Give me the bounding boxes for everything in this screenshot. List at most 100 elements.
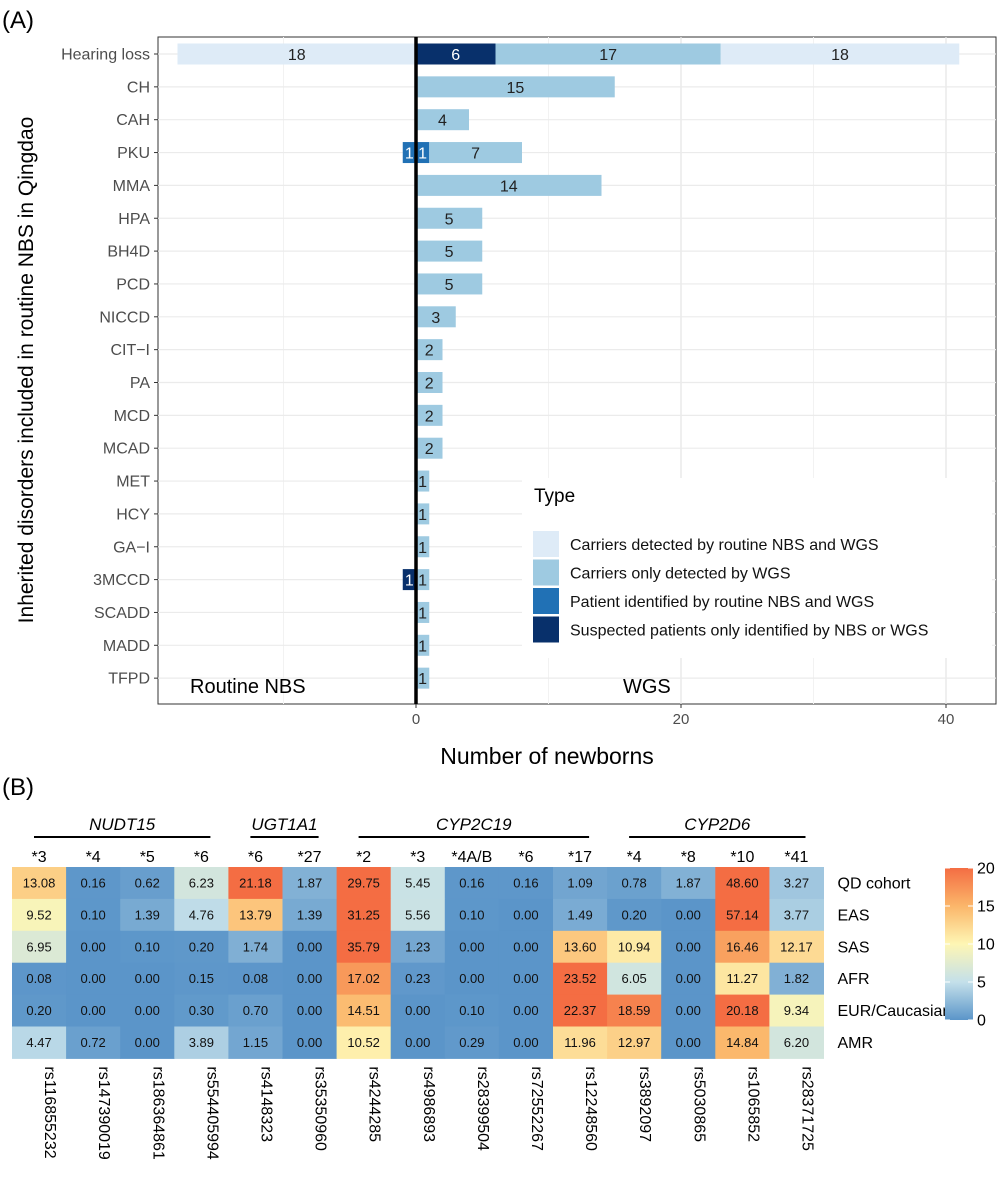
panel-label-a: (A) [2, 7, 34, 34]
bar-value-label: 2 [425, 441, 434, 458]
bar-pcd-wgs [416, 273, 483, 295]
heatmap-cell-value: 14.84 [726, 1035, 759, 1050]
bar-value-label: 2 [425, 376, 434, 393]
heatmap-cell-value: 0.00 [80, 939, 105, 954]
heatmap-cell-value: 6.20 [784, 1035, 809, 1050]
category-label-pku: PKU [117, 145, 150, 162]
bar-value-label: 5 [445, 277, 454, 294]
bar-hearing-loss-wgs [495, 43, 721, 65]
heatmap-cell-value: 0.00 [297, 939, 322, 954]
bar-value-label: 5 [445, 244, 454, 261]
snp-label: rs72552267 [528, 1066, 545, 1151]
heatmap-cell-value: 10.52 [347, 1035, 380, 1050]
heatmap-cell-value: 57.14 [726, 907, 759, 922]
heatmap-cell-value: 0.00 [80, 1003, 105, 1018]
snp-label: rs4986893 [420, 1066, 437, 1142]
heatmap-cell [228, 1026, 283, 1059]
bar-value-label: 1 [418, 146, 427, 163]
bar-hearing-loss-routine-nbs [177, 43, 416, 65]
snp-label: rs1065852 [744, 1066, 761, 1142]
allele-label: *6 [248, 849, 263, 866]
gene-label-nudt15: NUDT15 [89, 815, 156, 834]
heatmap-cell-value: 1.87 [676, 875, 701, 890]
bar-value-label: 1 [418, 573, 427, 590]
bar-ga-i-wgs [416, 536, 430, 558]
population-label-eas: EAS [838, 907, 870, 924]
heatmap-cell [498, 898, 554, 932]
category-label-pcd: PCD [116, 276, 150, 293]
heatmap-cell-value: 0.00 [459, 971, 484, 986]
heatmap-cell-value: 0.00 [676, 1003, 701, 1018]
heatmap-cell [715, 898, 770, 932]
bar-value-label: 1 [418, 638, 427, 655]
heatmap-cell [607, 1026, 662, 1059]
heatmap-cell [444, 1026, 500, 1059]
population-labels: QD cohort EAS SAS AFR EUR/Caucasian AMR [838, 875, 952, 1051]
snp-label: rs554405994 [203, 1066, 220, 1160]
snp-label: rs28399504 [474, 1066, 491, 1151]
category-label-cah: CAH [116, 112, 150, 129]
heatmap-cell [390, 867, 446, 900]
colorbar-tick-label: 10 [977, 937, 995, 954]
heatmap-cell [769, 962, 824, 996]
legend-label: Patient identified by routine NBS and WG… [570, 594, 874, 611]
heatmap-cell-value: 0.00 [135, 1035, 160, 1050]
heatmap-cell-value: 20.18 [726, 1003, 759, 1018]
heatmap-cell-value: 0.23 [405, 971, 430, 986]
allele-label: *6 [518, 849, 533, 866]
heatmap-cell-value: 0.16 [459, 875, 484, 890]
legend-swatch [533, 531, 559, 557]
heatmap-cell-value: 11.27 [727, 971, 759, 986]
legend-swatch [533, 588, 559, 614]
heatmap-cell-value: 0.00 [135, 1003, 160, 1018]
allele-label: *41 [784, 849, 808, 866]
heatmap-cell-value: 0.00 [513, 1003, 538, 1018]
heatmap-cell [66, 898, 121, 932]
heatmap-cell-value: 4.76 [189, 907, 214, 922]
heatmap-cell [715, 994, 770, 1027]
heatmap-cell-value: 1.49 [567, 907, 592, 922]
region-label-routine-nbs: Routine NBS [190, 676, 306, 698]
heatmap-cell [498, 994, 554, 1027]
heatmap-cell [607, 898, 662, 932]
heatmap-cell-value: 9.34 [784, 1003, 809, 1018]
bar-3mccd-wgs [416, 569, 430, 591]
heatmap-cell [120, 1026, 175, 1059]
heatmap-cell [228, 994, 283, 1027]
bar-value-label: 5 [445, 211, 454, 228]
bar-ch-wgs [416, 76, 615, 98]
heatmap-cell [661, 898, 716, 932]
bar-madd-wgs [416, 634, 430, 656]
bar-scadd-wgs [416, 601, 430, 623]
bar-hearing-loss-wgs [416, 43, 496, 65]
region-label-wgs: WGS [623, 676, 671, 698]
gene-label-cyp2c19: CYP2C19 [436, 815, 512, 834]
colorbar-tick-label: 0 [977, 1013, 986, 1030]
heatmap-cell [607, 994, 662, 1027]
heatmap-cell [444, 930, 500, 964]
colorbar-tick-label: 15 [977, 899, 995, 916]
bar-value-label: 6 [451, 47, 460, 64]
population-label-afr: AFR [838, 971, 870, 988]
heatmap-cell [12, 898, 67, 932]
bar-value-label: 14 [500, 178, 518, 195]
heatmap-cell-value: 0.29 [459, 1035, 484, 1050]
heatmap-cell [661, 930, 716, 964]
heatmap-cell [336, 994, 392, 1027]
heatmap-cell-value: 0.00 [513, 939, 538, 954]
snp-labels: rs116855232 rs147390019 rs186364861 rs55440… [41, 1066, 815, 1160]
snp-label: rs116855232 [41, 1066, 58, 1158]
heatmap-cell [228, 962, 283, 996]
heatmap-cell [228, 930, 283, 964]
heatmap-cell [607, 867, 662, 900]
heatmap-cell-value: 1.39 [297, 907, 322, 922]
allele-label: *4 [86, 849, 101, 866]
heatmap-cell [390, 962, 446, 996]
heatmap-cell [282, 867, 338, 900]
heatmap-cell [66, 994, 121, 1027]
bar-tfpd-wgs [416, 667, 430, 689]
category-label-met: MET [116, 474, 150, 491]
category-label-mma: MMA [113, 178, 151, 195]
heatmap-cell-value: 48.60 [726, 875, 759, 890]
heatmap-cell [228, 898, 283, 932]
